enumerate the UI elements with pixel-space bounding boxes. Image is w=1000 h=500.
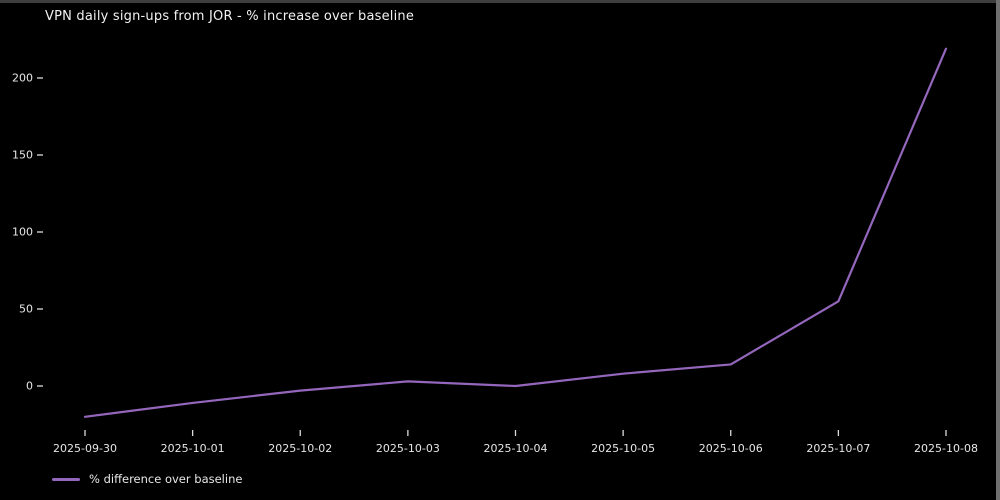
x-axis-tick-label: 2025-10-01 — [161, 442, 225, 455]
y-axis-tick-label: 100 — [12, 226, 33, 239]
y-axis-tick-label: 150 — [12, 149, 33, 162]
y-axis-tick-label: 0 — [26, 380, 33, 393]
series-line — [83, 47, 948, 418]
legend-line-swatch — [52, 477, 80, 481]
window-right-edge — [996, 0, 1000, 500]
window-top-edge — [0, 0, 1000, 3]
x-axis-tick-label: 2025-10-08 — [914, 442, 978, 455]
x-axis-tick-label: 2025-10-02 — [268, 442, 332, 455]
y-axis-tick-label: 200 — [12, 72, 33, 85]
x-axis-tick-label: 2025-09-30 — [53, 442, 117, 455]
x-axis-tick-label: 2025-10-05 — [591, 442, 655, 455]
x-axis-tick-label: 2025-10-06 — [699, 442, 763, 455]
x-axis-tick-label: 2025-10-04 — [484, 442, 548, 455]
chart-title: VPN daily sign-ups from JOR - % increase… — [45, 9, 415, 24]
legend: % difference over baseline — [52, 472, 242, 486]
legend-label: % difference over baseline — [89, 472, 243, 486]
x-axis-tick-label: 2025-10-03 — [376, 442, 440, 455]
y-axis-tick-label: 50 — [19, 303, 33, 316]
x-axis-tick-label: 2025-10-07 — [806, 442, 870, 455]
